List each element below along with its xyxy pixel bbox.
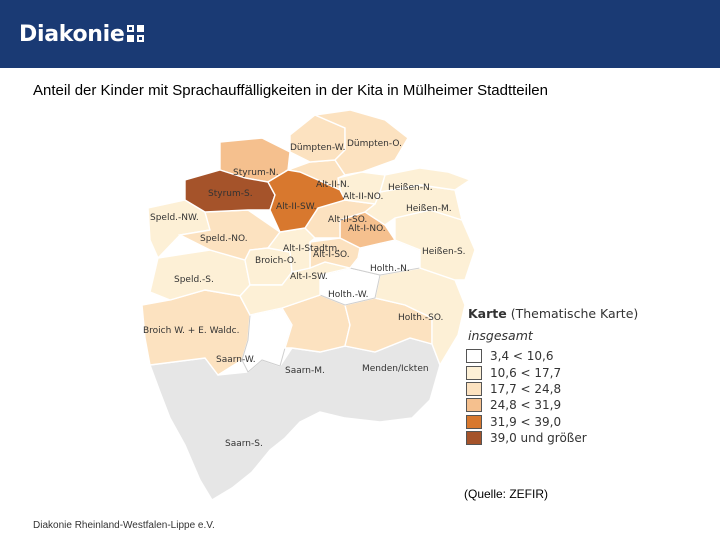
district-heissen-n	[379, 167, 472, 193]
label-holth-so: Holth.-SO.	[398, 313, 443, 323]
page-title: Anteil der Kinder mit Sprachauffälligkei…	[33, 82, 548, 99]
label-alt-i-no: Alt-I-NO.	[348, 224, 386, 234]
source-note: (Quelle: ZEFIR)	[464, 487, 549, 501]
legend-item: 17,7 < 24,8	[466, 381, 587, 397]
label-speld-nw: Speld.-NW.	[150, 213, 199, 223]
legend-subtitle: insgesamt	[468, 328, 533, 343]
label-alt-ii-no: Alt-II-NO.	[343, 192, 383, 202]
district-alt-ii-sw	[267, 169, 346, 233]
label-alt-ii-so: Alt-II-SO.	[328, 215, 367, 225]
label-heissen-n: Heißen-N.	[388, 183, 433, 193]
label-styrum-s: Styrum-S.	[208, 189, 253, 199]
legend-swatch	[466, 349, 482, 364]
label-speld-s: Speld.-S.	[174, 275, 214, 285]
label-menden: Menden/Ickten	[362, 364, 429, 374]
label-saarn-w: Saarn-W.	[216, 355, 256, 365]
district-map: Dümpten-W. Dümpten-O. Styrum-N. Styrum-S…	[141, 109, 476, 501]
label-alt-ii-sw: Alt-II-SW.	[276, 202, 316, 212]
legend-item: 24,8 < 31,9	[466, 397, 587, 413]
legend-swatch	[466, 381, 482, 396]
label-holth-n: Holth.-N.	[370, 264, 410, 274]
diakonie-cross-icon	[127, 25, 144, 42]
label-broich-o: Broich-O.	[255, 256, 296, 266]
district-duempten-o	[312, 109, 409, 176]
label-saarn-m: Saarn-M.	[285, 366, 325, 376]
footer-text: Diakonie Rheinland-Westfalen-Lippe e.V.	[33, 520, 215, 531]
label-speld-no: Speld.-NO.	[200, 234, 248, 244]
legend-swatch	[466, 414, 482, 429]
legend-swatch	[466, 431, 482, 446]
legend-title: Karte (Thematische Karte)	[468, 306, 639, 321]
label-holth-w: Holth.-W.	[328, 290, 368, 300]
label-alt-i-stadtm: Alt-I-Stadtm.	[283, 244, 340, 254]
header-bar: Diakonie	[0, 0, 720, 68]
label-heissen-m: Heißen-M.	[406, 204, 452, 214]
legend-item: 10,6 < 17,7	[466, 364, 587, 380]
label-alt-i-sw: Alt-I-SW.	[290, 272, 328, 282]
district-saarn-s	[149, 337, 441, 501]
label-alt-i-so: Alt-I-SO.	[313, 250, 350, 260]
legend: 3,4 < 10,6 10,6 < 17,7 17,7 < 24,8 24,8 …	[466, 348, 587, 446]
label-broich-w: Broich W. + E. Waldc.	[143, 326, 239, 336]
legend-swatch	[466, 365, 482, 380]
label-heissen-s: Heißen-S.	[422, 247, 466, 257]
legend-item: 39,0 und größer	[466, 430, 587, 446]
legend-swatch	[466, 398, 482, 413]
label-saarn-s: Saarn-S.	[225, 439, 263, 449]
label-alt-ii-n: Alt-II-N.	[316, 180, 350, 190]
label-duempten-o: Dümpten-O.	[347, 139, 402, 149]
legend-item: 31,9 < 39,0	[466, 414, 587, 430]
label-styrum-n: Styrum-N.	[233, 168, 279, 178]
logo-text: Diakonie	[19, 22, 125, 47]
label-duempten-w: Dümpten-W.	[290, 143, 346, 153]
legend-item: 3,4 < 10,6	[466, 348, 587, 364]
